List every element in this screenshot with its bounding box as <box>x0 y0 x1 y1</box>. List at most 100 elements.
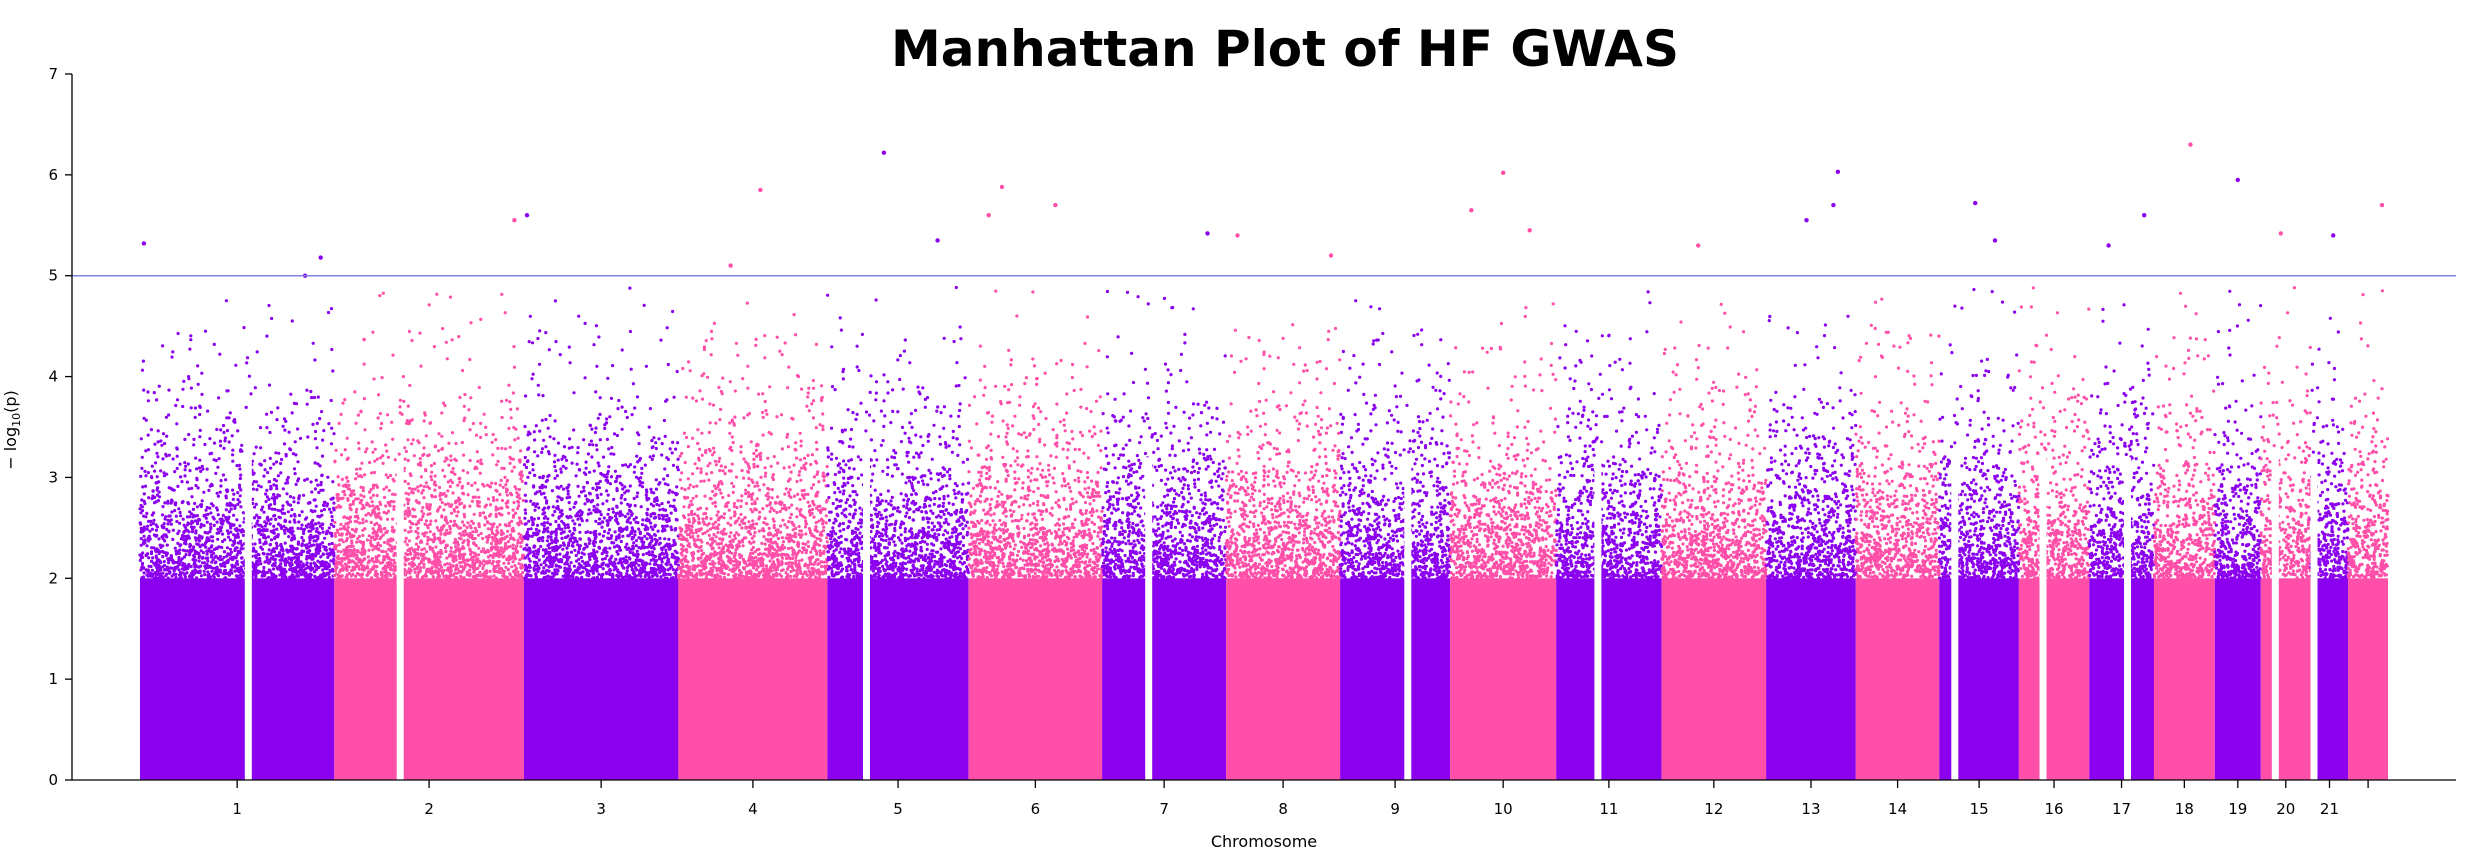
snp-point <box>373 564 376 567</box>
snp-point <box>478 564 481 567</box>
snp-point <box>353 548 356 551</box>
snp-point <box>554 469 557 472</box>
snp-point <box>671 441 674 444</box>
snp-point <box>444 532 447 535</box>
snp-point <box>408 513 411 516</box>
snp-point <box>349 545 352 548</box>
snp-point <box>337 483 340 486</box>
snp-point <box>375 555 378 558</box>
snp-point <box>404 540 407 543</box>
snp-point <box>419 365 422 368</box>
snp-point <box>450 569 453 572</box>
snp-point <box>452 467 455 470</box>
snp-point <box>708 402 711 405</box>
snp-point <box>161 344 164 347</box>
snp-point <box>373 523 376 526</box>
snp-point <box>319 574 322 577</box>
snp-point <box>419 461 422 464</box>
snp-point <box>264 468 267 471</box>
snp-point <box>318 464 321 467</box>
snp-point <box>584 322 587 325</box>
snp-point <box>607 494 610 497</box>
snp-point <box>203 443 206 446</box>
snp-point <box>544 496 547 499</box>
snp-point <box>325 532 328 535</box>
snp-point <box>166 544 169 547</box>
snp-point <box>620 494 623 497</box>
snp-point <box>301 510 304 513</box>
snp-point <box>147 537 150 540</box>
snp-point <box>266 518 269 521</box>
snp-point <box>351 573 354 576</box>
snp-point <box>652 454 655 457</box>
snp-point <box>509 408 512 411</box>
snp-point <box>513 538 516 541</box>
snp-point <box>373 538 376 541</box>
snp-point <box>198 466 201 469</box>
snp-point <box>533 544 536 547</box>
snp-point <box>407 459 410 462</box>
snp-point <box>508 456 511 459</box>
snp-point <box>187 563 190 566</box>
snp-point <box>616 407 619 410</box>
snp-point <box>239 541 242 544</box>
snp-point <box>608 547 611 550</box>
snp-point <box>150 428 153 431</box>
snp-point <box>189 548 192 551</box>
snp-point <box>172 573 175 576</box>
snp-point <box>253 542 256 545</box>
snp-point <box>359 494 362 497</box>
snp-point <box>645 365 648 368</box>
snp-point <box>405 497 408 500</box>
snp-point <box>233 540 236 543</box>
snp-point <box>210 483 213 486</box>
snp-point <box>772 473 775 476</box>
snp-point <box>649 521 652 524</box>
snp-point <box>215 571 218 574</box>
snp-point <box>578 531 581 534</box>
snp-point <box>669 447 672 450</box>
snp-point <box>506 479 509 482</box>
snp-point <box>155 529 158 532</box>
snp-point <box>494 542 497 545</box>
snp-point <box>630 548 633 551</box>
snp-point <box>592 565 595 568</box>
snp-point <box>196 505 199 508</box>
snp-point <box>746 365 749 368</box>
snp-point <box>491 525 494 528</box>
snp-point <box>343 553 346 556</box>
snp-point <box>326 556 329 559</box>
snp-point <box>313 396 316 399</box>
snp-point <box>345 575 348 578</box>
snp-point <box>556 474 559 477</box>
snp-point <box>513 557 516 560</box>
snp-point <box>669 545 672 548</box>
snp-point <box>410 530 413 533</box>
snp-point <box>538 490 541 493</box>
snp-point <box>598 413 601 416</box>
snp-point <box>559 468 562 471</box>
snp-point <box>422 566 425 569</box>
snp-point <box>647 497 650 500</box>
snp-point <box>568 437 571 440</box>
snp-point <box>327 422 330 425</box>
snp-point <box>671 310 674 313</box>
snp-point <box>368 505 371 508</box>
snp-point <box>533 474 536 477</box>
snp-point <box>555 572 558 575</box>
snp-point <box>601 558 604 561</box>
snp-point <box>383 527 386 530</box>
snp-point <box>527 433 530 436</box>
snp-point <box>298 552 301 555</box>
snp-point <box>171 538 174 541</box>
snp-point <box>495 560 498 563</box>
snp-point <box>650 503 653 506</box>
snp-point <box>631 413 634 416</box>
snp-point <box>559 558 562 561</box>
snp-point <box>595 444 598 447</box>
snp-point <box>335 572 338 575</box>
snp-point <box>193 502 196 505</box>
snp-point <box>652 436 655 439</box>
snp-point <box>591 443 594 446</box>
snp-point <box>755 522 758 525</box>
